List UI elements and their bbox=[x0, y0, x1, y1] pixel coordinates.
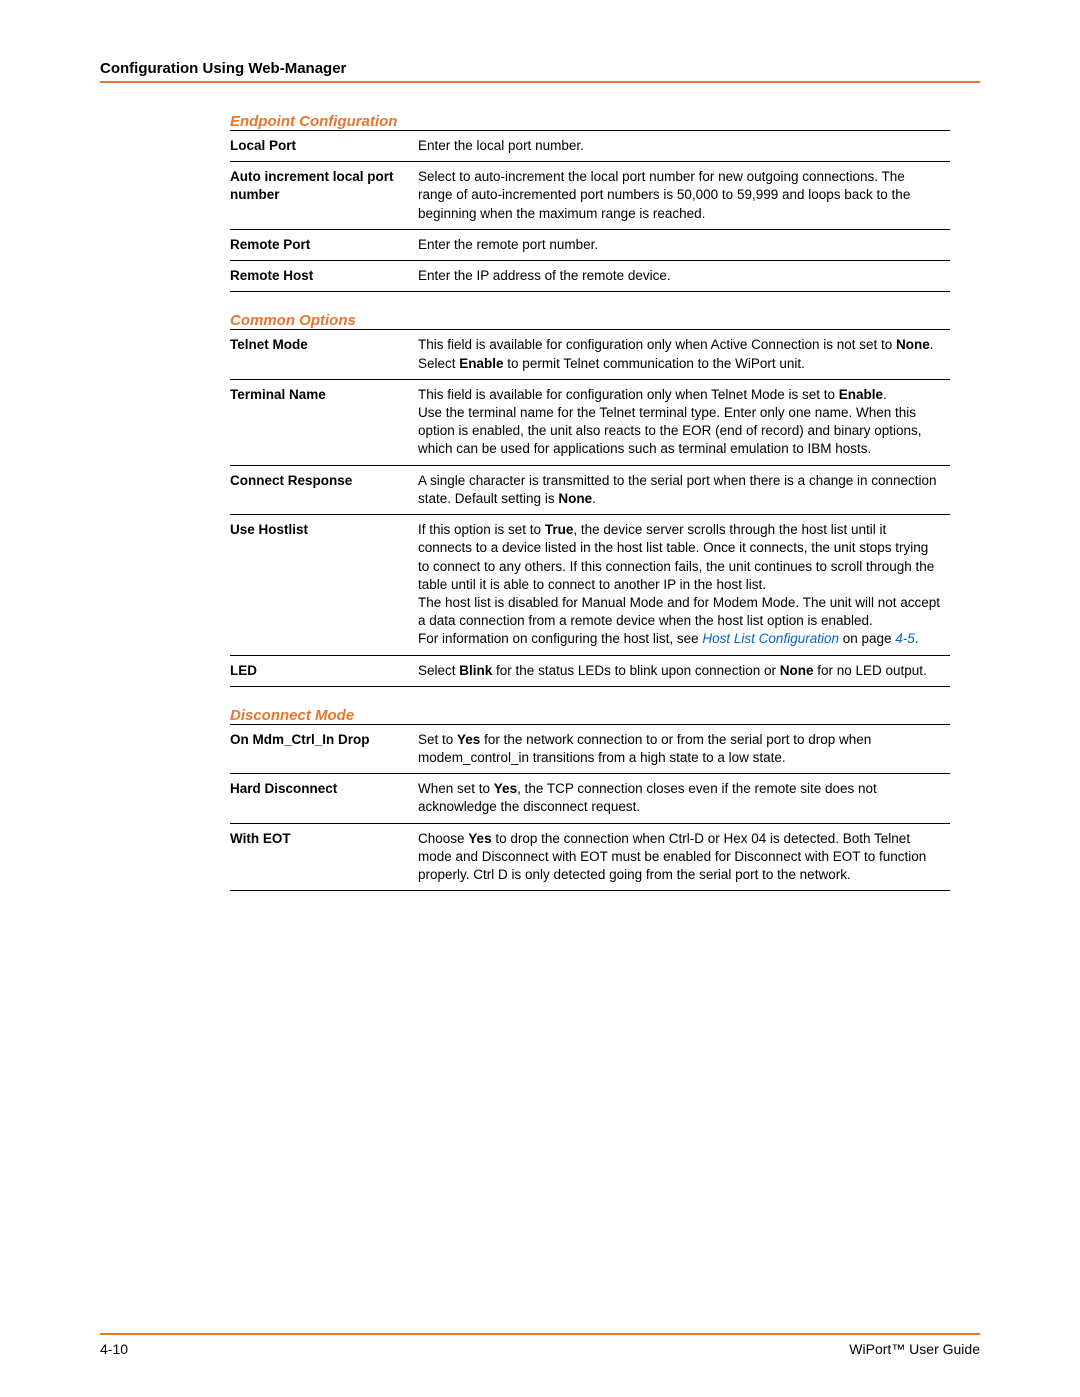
row-desc: A single character is transmitted to the… bbox=[418, 465, 950, 514]
section-heading-common: Common Options bbox=[230, 312, 980, 329]
table-row: Hard Disconnect When set to Yes, the TCP… bbox=[230, 774, 950, 823]
host-list-link[interactable]: Host List Configuration bbox=[702, 631, 839, 646]
row-desc: Set to Yes for the network connection to… bbox=[418, 724, 950, 773]
table-row: Local Port Enter the local port number. bbox=[230, 131, 950, 162]
row-label: Hard Disconnect bbox=[230, 774, 418, 823]
row-label: Local Port bbox=[230, 131, 418, 162]
row-desc: Choose Yes to drop the connection when C… bbox=[418, 823, 950, 891]
document-page: Configuration Using Web-Manager Endpoint… bbox=[0, 0, 1080, 1397]
row-desc: If this option is set to True, the devic… bbox=[418, 515, 950, 656]
table-row: With EOT Choose Yes to drop the connecti… bbox=[230, 823, 950, 891]
row-label: With EOT bbox=[230, 823, 418, 891]
disconnect-mode-table: On Mdm_Ctrl_In Drop Set to Yes for the n… bbox=[230, 724, 950, 892]
page-footer: 4-10 WiPort™ User Guide bbox=[100, 1333, 980, 1357]
row-desc: Enter the remote port number. bbox=[418, 229, 950, 260]
table-row: Auto increment local port number Select … bbox=[230, 162, 950, 230]
common-options-table: Telnet Mode This field is available for … bbox=[230, 329, 950, 687]
table-row: On Mdm_Ctrl_In Drop Set to Yes for the n… bbox=[230, 724, 950, 773]
row-label: Remote Port bbox=[230, 229, 418, 260]
row-label: Telnet Mode bbox=[230, 330, 418, 379]
row-label: Terminal Name bbox=[230, 379, 418, 465]
row-label: On Mdm_Ctrl_In Drop bbox=[230, 724, 418, 773]
table-row: Remote Host Enter the IP address of the … bbox=[230, 261, 950, 292]
table-row: Remote Port Enter the remote port number… bbox=[230, 229, 950, 260]
row-desc: Select to auto-increment the local port … bbox=[418, 162, 950, 230]
row-label: Remote Host bbox=[230, 261, 418, 292]
row-desc: Enter the IP address of the remote devic… bbox=[418, 261, 950, 292]
table-row: LED Select Blink for the status LEDs to … bbox=[230, 655, 950, 686]
doc-title: WiPort™ User Guide bbox=[849, 1341, 980, 1357]
row-desc: When set to Yes, the TCP connection clos… bbox=[418, 774, 950, 823]
row-desc: Select Blink for the status LEDs to blin… bbox=[418, 655, 950, 686]
section-heading-endpoint: Endpoint Configuration bbox=[230, 113, 980, 130]
row-label: Use Hostlist bbox=[230, 515, 418, 656]
endpoint-config-table: Local Port Enter the local port number. … bbox=[230, 130, 950, 292]
table-row: Telnet Mode This field is available for … bbox=[230, 330, 950, 379]
row-label: LED bbox=[230, 655, 418, 686]
row-desc: Enter the local port number. bbox=[418, 131, 950, 162]
row-label: Connect Response bbox=[230, 465, 418, 514]
table-row: Terminal Name This field is available fo… bbox=[230, 379, 950, 465]
row-desc: This field is available for configuratio… bbox=[418, 330, 950, 379]
table-row: Use Hostlist If this option is set to Tr… bbox=[230, 515, 950, 656]
row-desc: This field is available for configuratio… bbox=[418, 379, 950, 465]
page-header-title: Configuration Using Web-Manager bbox=[100, 60, 980, 77]
header-divider bbox=[100, 81, 980, 83]
page-number: 4-10 bbox=[100, 1341, 128, 1357]
section-heading-disconnect: Disconnect Mode bbox=[230, 707, 980, 724]
table-row: Connect Response A single character is t… bbox=[230, 465, 950, 514]
row-label: Auto increment local port number bbox=[230, 162, 418, 230]
